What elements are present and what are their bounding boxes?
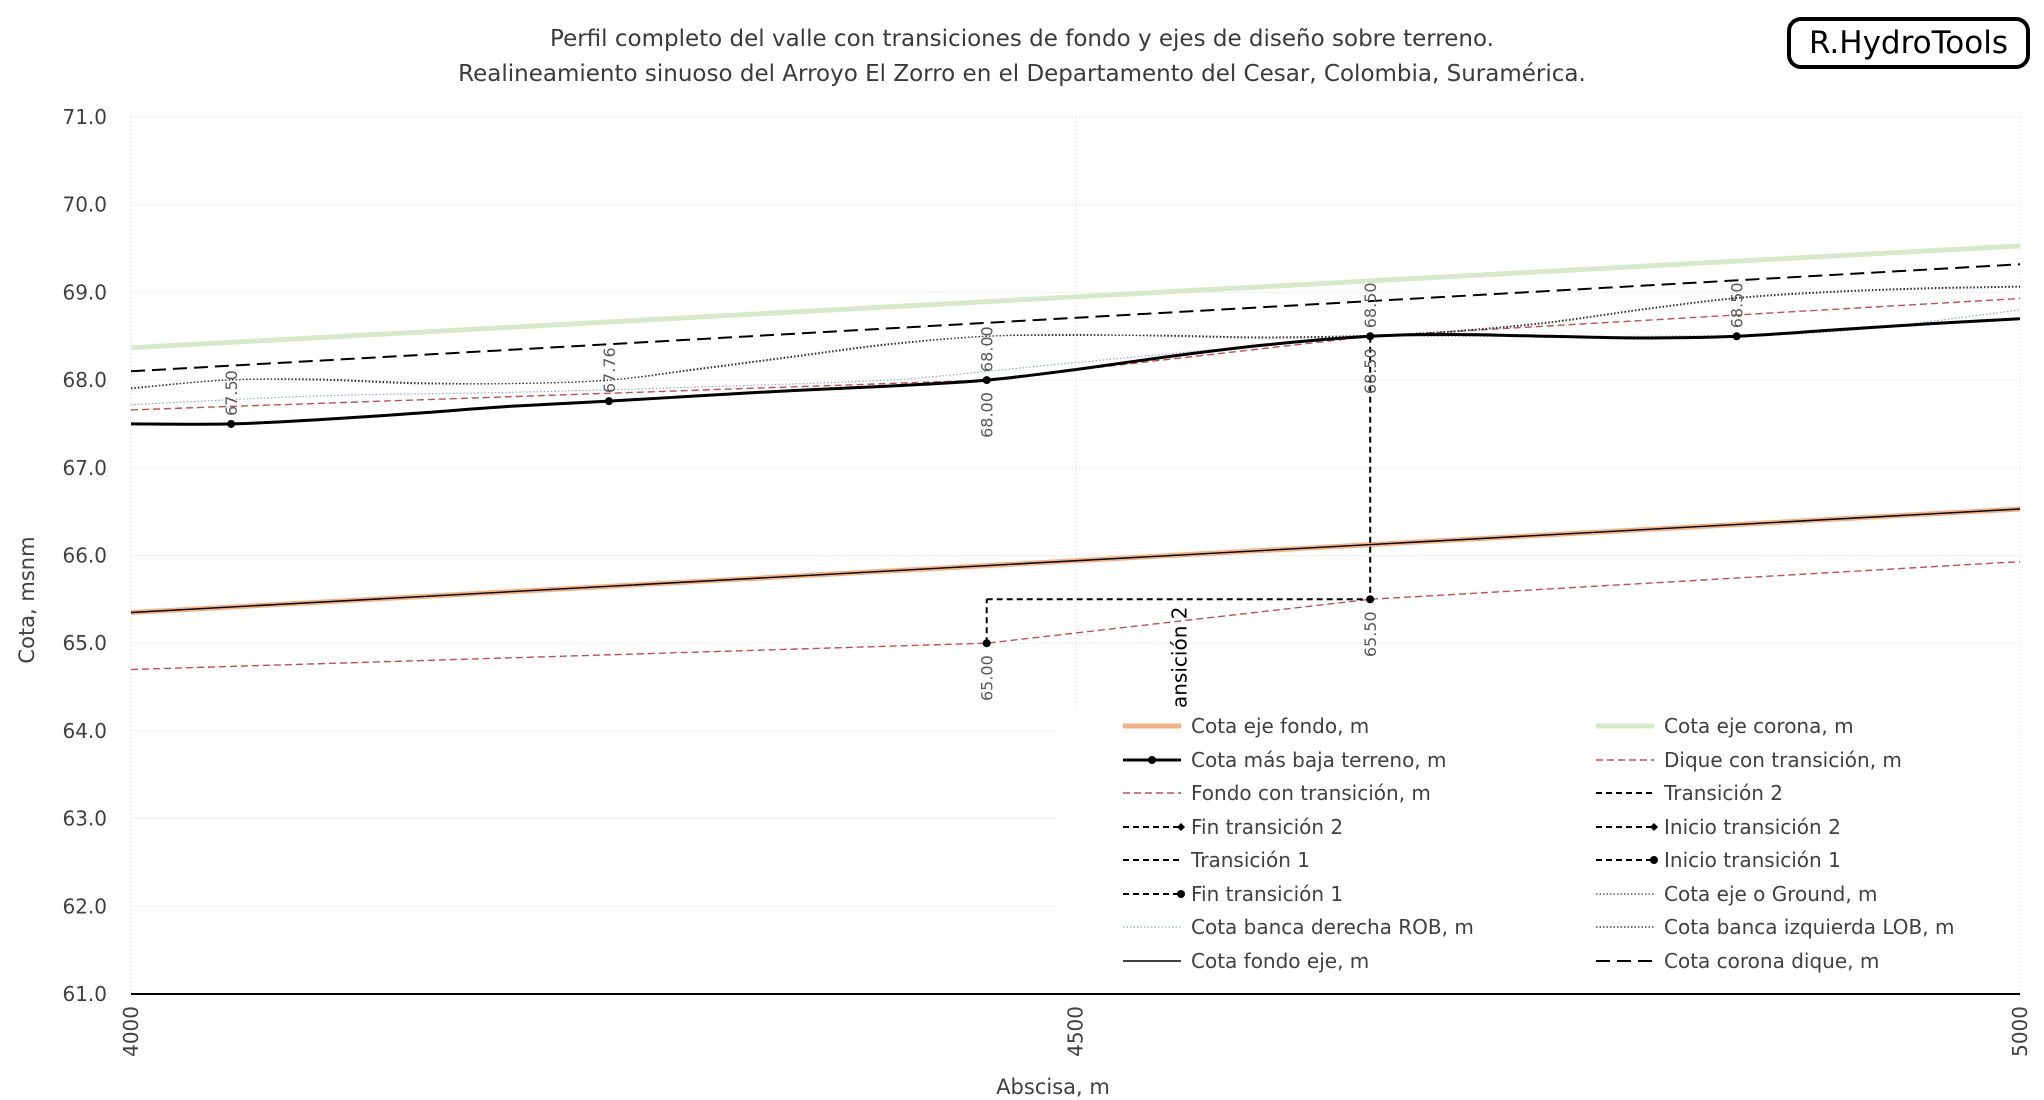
legend-label: Transición 2: [1664, 781, 1783, 805]
legend-swatch: [1596, 758, 1654, 761]
legend-swatch: [1596, 822, 1658, 831]
data-label: 68.00: [978, 326, 997, 372]
data-label: 65.50: [1361, 611, 1380, 657]
chart-title: Perfil completo del valle con transicion…: [550, 26, 1494, 52]
data-label: 67.76: [600, 347, 619, 393]
y-tick-label: 65.0: [62, 631, 107, 655]
legend-swatch: [1596, 892, 1654, 895]
legend-item-cota-eje-o-ground-m: Cota eje o Ground, m: [1594, 878, 1878, 910]
legend-item-cota-fondo-eje-m: Cota fondo eje, m: [1121, 945, 1369, 977]
y-tick-label: 63.0: [62, 807, 107, 831]
series-line-dique-con-transicion-m: [130, 297, 2021, 411]
legend-item-cota-banca-derecha-rob-m: Cota banca derecha ROB, m: [1121, 911, 1474, 943]
y-tick-label: 66.0: [62, 544, 107, 568]
annotation-transicion-2: ansición 2: [1167, 607, 1191, 708]
y-tick-label: 61.0: [62, 982, 107, 1006]
legend-item-cota-banca-izquierda-lob-m: Cota banca izquierda LOB, m: [1594, 911, 1954, 943]
legend-label: Transición 1: [1191, 848, 1310, 872]
data-labels: 67.50 67.76 68.00 68.00 68.50 68.50 68.50 65.00…: [222, 282, 1747, 708]
x-axis-label: Abscisa, m: [996, 1075, 1110, 1099]
legend-item-transicion-2: Transición 2: [1594, 777, 1783, 809]
data-point: [1732, 332, 1741, 341]
x-tick-label: 5000: [2008, 1006, 2032, 1057]
legend-swatch: [1123, 859, 1181, 861]
data-point: [1366, 595, 1375, 604]
legend-item-inicio-transicion-2: Inicio transición 2: [1594, 811, 1841, 843]
legend-item-dique-con-transicion-m: Dique con transición, m: [1594, 744, 1902, 776]
legend-swatch: [1123, 755, 1181, 764]
y-tick-label: 70.0: [62, 193, 107, 217]
y-tick-label: 71.0: [62, 105, 107, 129]
legend-swatch: [1596, 926, 1654, 928]
data-label: 67.50: [222, 370, 241, 416]
axes: 61.0 62.0 63.0 64.0 65.0 66.0 67.0 68.0 69.0 70.0…: [62, 105, 2032, 1057]
legend-swatch: [1596, 856, 1658, 864]
y-tick-label: 67.0: [62, 456, 107, 480]
y-tick-label: 62.0: [62, 894, 107, 918]
data-label: 68.50: [1361, 348, 1380, 394]
legend-label: Cota banca izquierda LOB, m: [1664, 915, 1955, 939]
series-line-cota-eje-corona-m: [130, 243, 2021, 351]
data-point: [1366, 332, 1375, 341]
legend-item-cota-corona-dique-m: Cota corona dique, m: [1594, 945, 1879, 977]
y-tick-label: 68.0: [62, 368, 107, 392]
chart-legend: Cota eje fondo, m Cota eje corona, m Cota …: [1057, 710, 2019, 990]
series-line-cota-fondo-eje-m: [130, 508, 2021, 614]
legend-label: Inicio transición 1: [1664, 848, 1841, 872]
legend-swatch: [1123, 959, 1181, 962]
data-point: [982, 376, 991, 385]
data-label: 68.50: [1728, 282, 1747, 328]
series-line-cota-banca-derecha-rob-m: [130, 309, 2021, 406]
legend-item-inicio-transicion-1: Inicio transición 1: [1594, 844, 1841, 876]
x-tick-label: 4000: [119, 1006, 143, 1057]
legend-label: Dique con transición, m: [1664, 747, 1902, 772]
legend-swatch: [1123, 889, 1185, 898]
legend-label: Fondo con transición, m: [1191, 781, 1431, 805]
legend-item-fin-transicion-2: Fin transición 2: [1121, 811, 1343, 843]
legend-swatch: [1596, 792, 1654, 794]
legend-label: Cota fondo eje, m: [1191, 948, 1370, 973]
legend-swatch: [1123, 723, 1181, 729]
legend-swatch: [1123, 792, 1181, 794]
series-line-cota-mas-baja-terreno-m: [130, 317, 2021, 426]
data-point: [982, 639, 991, 648]
legend-swatch: [1596, 959, 1654, 962]
legend-item-cota-eje-corona-m: Cota eje corona, m: [1594, 710, 1854, 742]
legend-label: Cota eje fondo, m: [1191, 714, 1370, 738]
legend-item-cota-mas-baja-terreno-m: Cota más baja terreno, m: [1121, 744, 1447, 776]
legend-swatch: [1123, 822, 1185, 831]
legend-item-fondo-con-transicion-m: Fondo con transición, m: [1121, 777, 1431, 809]
chart-subtitle: Realineamiento sinuoso del Arroyo El Zor…: [458, 61, 1586, 87]
series-line-fondo-con-transicion-m: [130, 560, 2021, 671]
legend-item-transicion-1: Transición 1: [1121, 844, 1310, 876]
brand-logo: R.HydroTools: [1787, 17, 2030, 69]
y-axis-label: Cota, msnm: [15, 536, 39, 663]
legend-label: Fin transición 2: [1191, 814, 1344, 839]
legend-label: Cota eje o Ground, m: [1664, 881, 1878, 906]
y-tick-label: 69.0: [62, 280, 107, 304]
data-label: 68.50: [1361, 282, 1380, 328]
data-point: [227, 419, 236, 428]
x-tick-label: 4500: [1064, 1006, 1088, 1057]
legend-label: Fin transición 1: [1191, 881, 1344, 906]
legend-label: Cota eje corona, m: [1664, 714, 1854, 738]
series-line-cota-corona-dique-m: [130, 263, 2021, 373]
legend-swatch: [1123, 926, 1181, 928]
data-label: 68.00: [978, 392, 997, 438]
legend-item-cota-eje-fondo-m: Cota eje fondo, m: [1121, 710, 1369, 742]
legend-swatch: [1596, 723, 1654, 729]
legend-label: Cota corona dique, m: [1664, 948, 1880, 973]
data-point: [604, 397, 613, 406]
legend-label: Cota banca derecha ROB, m: [1191, 915, 1474, 939]
legend-item-fin-transicion-1: Fin transición 1: [1121, 878, 1343, 910]
y-tick-label: 64.0: [62, 719, 107, 743]
data-label: 65.00: [978, 655, 997, 701]
legend-label: Inicio transición 2: [1664, 814, 1841, 839]
legend-label: Cota más baja terreno, m: [1191, 747, 1447, 772]
series-lines: [130, 243, 2021, 671]
